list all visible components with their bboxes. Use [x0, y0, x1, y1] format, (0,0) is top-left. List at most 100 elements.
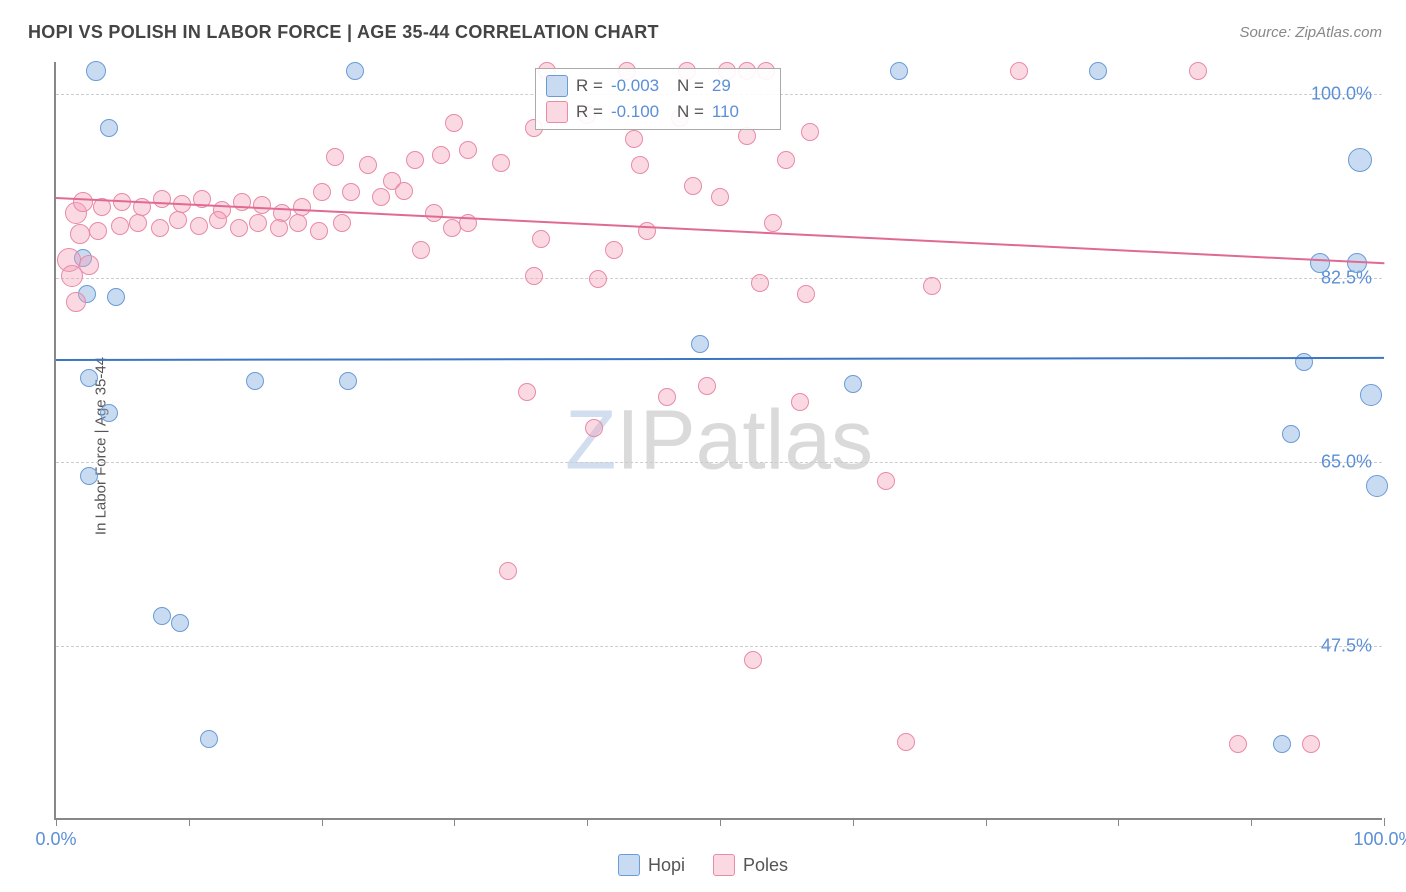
plot-area: ZIPatlas 47.5%65.0%82.5%100.0%0.0%100.0%	[54, 62, 1382, 820]
data-point	[877, 472, 895, 490]
data-point	[310, 222, 328, 240]
legend-row: R =-0.003N =29	[546, 73, 770, 99]
data-point	[691, 335, 709, 353]
data-point	[532, 230, 550, 248]
x-tick	[1251, 818, 1252, 826]
data-point	[1366, 475, 1388, 497]
data-point	[359, 156, 377, 174]
x-tick	[853, 818, 854, 826]
legend-r-label: R =	[576, 102, 603, 122]
data-point	[1273, 735, 1291, 753]
x-tick	[1384, 818, 1385, 826]
data-point	[395, 182, 413, 200]
data-point	[66, 292, 86, 312]
legend-swatch	[546, 101, 568, 123]
data-point	[406, 151, 424, 169]
data-point	[777, 151, 795, 169]
legend-swatch	[618, 854, 640, 876]
legend-r-label: R =	[576, 76, 603, 96]
data-point	[589, 270, 607, 288]
data-point	[1010, 62, 1028, 80]
data-point	[346, 62, 364, 80]
x-tick	[189, 818, 190, 826]
data-point	[764, 214, 782, 232]
data-point	[1229, 735, 1247, 753]
data-point	[230, 219, 248, 237]
data-point	[492, 154, 510, 172]
legend-swatch	[546, 75, 568, 97]
data-point	[326, 148, 344, 166]
legend-series-name: Hopi	[648, 855, 685, 876]
x-tick	[986, 818, 987, 826]
data-point	[153, 190, 171, 208]
data-point	[412, 241, 430, 259]
x-tick	[720, 818, 721, 826]
data-point	[339, 372, 357, 390]
data-point	[151, 219, 169, 237]
data-point	[200, 730, 218, 748]
data-point	[190, 217, 208, 235]
source-attribution: Source: ZipAtlas.com	[1239, 24, 1382, 41]
data-point	[1189, 62, 1207, 80]
legend-r-value: -0.100	[611, 102, 669, 122]
data-point	[342, 183, 360, 201]
legend-series-name: Poles	[743, 855, 788, 876]
data-point	[585, 419, 603, 437]
data-point	[658, 388, 676, 406]
data-point	[897, 733, 915, 751]
data-point	[1302, 735, 1320, 753]
data-point	[313, 183, 331, 201]
data-point	[923, 277, 941, 295]
data-point	[425, 204, 443, 222]
gridline-h	[56, 278, 1382, 279]
x-tick	[454, 818, 455, 826]
data-point	[79, 255, 99, 275]
legend-n-label: N =	[677, 76, 704, 96]
series-legend: Hopi Poles	[618, 854, 788, 876]
x-tick-label: 0.0%	[35, 829, 76, 850]
legend-item: Hopi	[618, 854, 685, 876]
data-point	[638, 222, 656, 240]
data-point	[844, 375, 862, 393]
data-point	[751, 274, 769, 292]
y-tick-label: 82.5%	[1321, 267, 1372, 288]
data-point	[372, 188, 390, 206]
data-point	[100, 119, 118, 137]
gridline-h	[56, 462, 1382, 463]
x-tick	[587, 818, 588, 826]
data-point	[333, 214, 351, 232]
data-point	[73, 192, 93, 212]
data-point	[80, 467, 98, 485]
data-point	[153, 607, 171, 625]
legend-row: R =-0.100N =110	[546, 99, 770, 125]
data-point	[499, 562, 517, 580]
watermark: ZIPatlas	[565, 392, 873, 489]
y-tick-label: 65.0%	[1321, 452, 1372, 473]
correlation-legend: R =-0.003N =29R =-0.100N =110	[535, 68, 781, 130]
data-point	[253, 196, 271, 214]
data-point	[445, 114, 463, 132]
x-tick	[56, 818, 57, 826]
data-point	[890, 62, 908, 80]
data-point	[797, 285, 815, 303]
data-point	[1348, 148, 1372, 172]
data-point	[791, 393, 809, 411]
data-point	[129, 214, 147, 232]
watermark-rest: IPatlas	[616, 393, 873, 487]
legend-n-value: 29	[712, 76, 770, 96]
data-point	[289, 214, 307, 232]
data-point	[70, 224, 90, 244]
data-point	[625, 130, 643, 148]
data-point	[1282, 425, 1300, 443]
data-point	[459, 141, 477, 159]
legend-n-label: N =	[677, 102, 704, 122]
data-point	[111, 217, 129, 235]
data-point	[246, 372, 264, 390]
data-point	[169, 211, 187, 229]
data-point	[171, 614, 189, 632]
data-point	[100, 404, 118, 422]
data-point	[209, 211, 227, 229]
data-point	[518, 383, 536, 401]
data-point	[631, 156, 649, 174]
data-point	[744, 651, 762, 669]
